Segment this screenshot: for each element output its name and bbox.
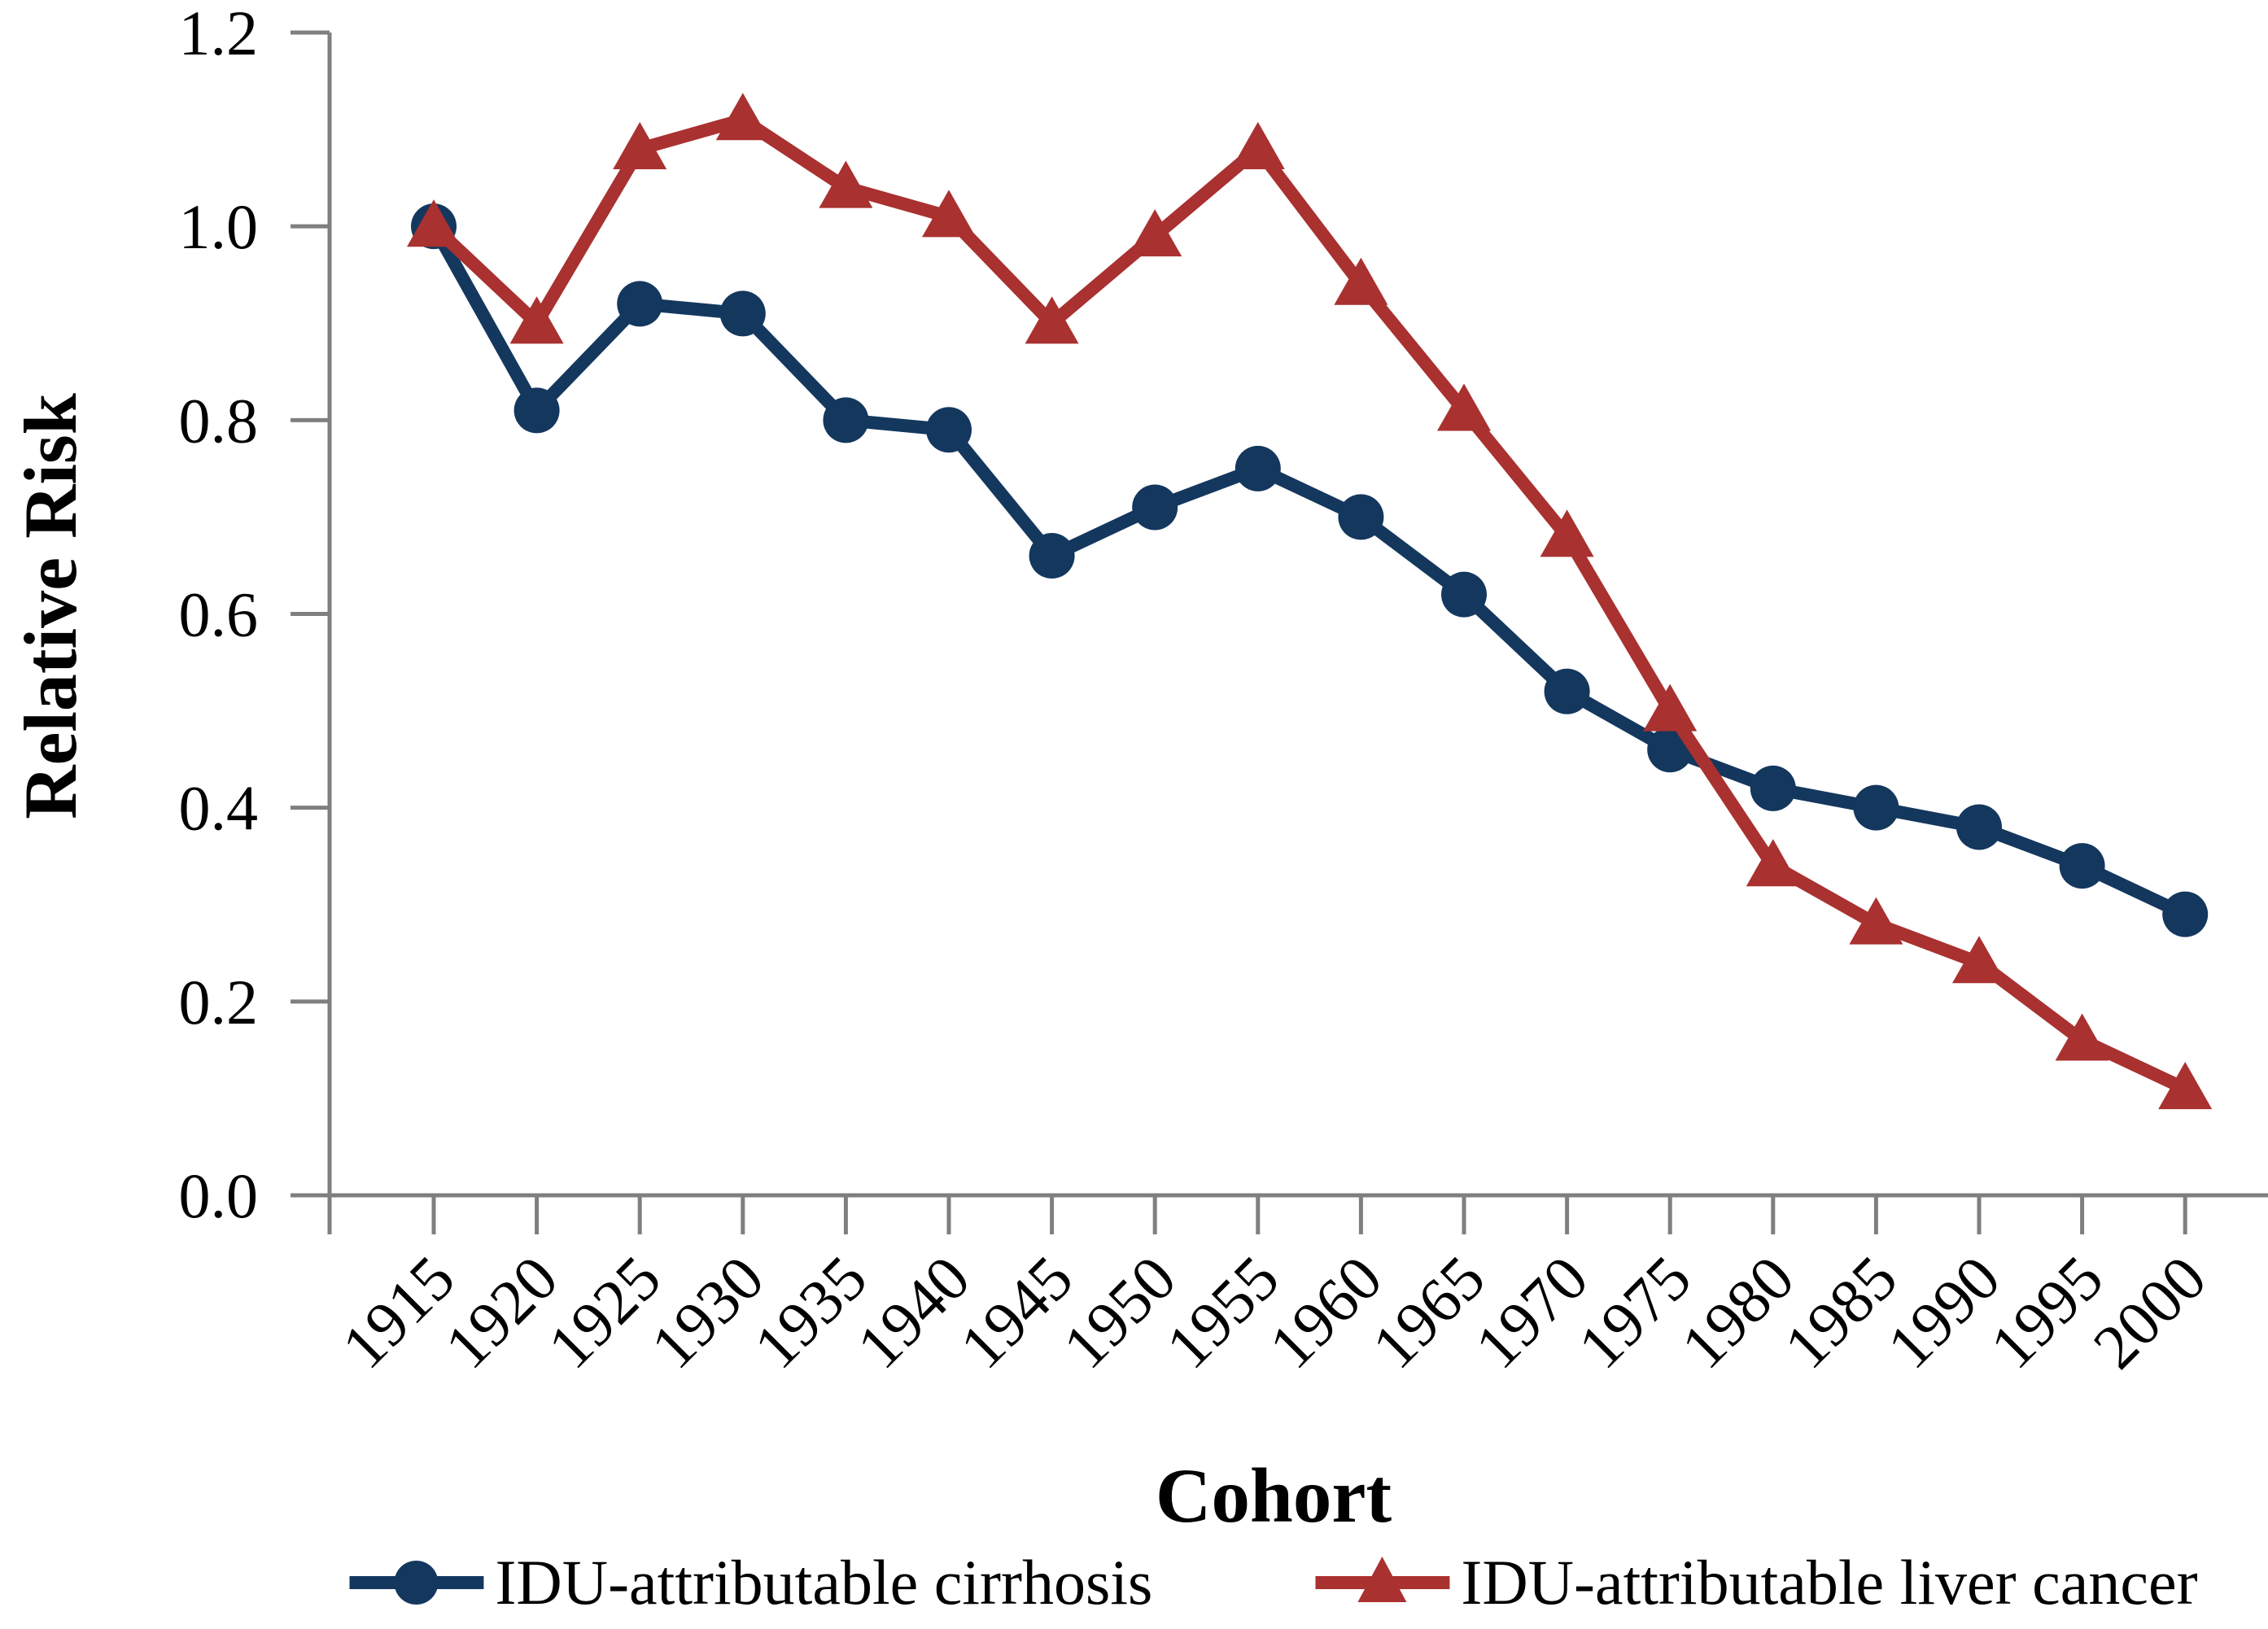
data-point-triangle <box>819 160 873 208</box>
data-point-circle <box>1956 804 2002 850</box>
y-tick-label: 0.0 <box>179 1160 259 1231</box>
x-tick-label: 1955 <box>1152 1242 1292 1382</box>
data-point-triangle <box>715 93 770 141</box>
x-tick-label: 1940 <box>843 1242 983 1382</box>
data-point-circle <box>1750 765 1796 811</box>
data-point-triangle <box>1128 209 1182 257</box>
y-tick-label: 0.8 <box>179 385 259 456</box>
data-point-triangle <box>2158 1062 2213 1110</box>
data-point-circle <box>926 407 972 453</box>
x-axis-title: Cohort <box>1155 1452 1392 1539</box>
liver-cancer-line-triangle-marker-icon <box>1315 1557 1450 1602</box>
x-tick-label: 1920 <box>431 1242 571 1382</box>
legend-item-liver-cancer: IDU-attributable liver cancer <box>1315 1547 2198 1618</box>
data-point-circle <box>1544 668 1590 714</box>
x-tick-label: 1930 <box>637 1242 777 1382</box>
series-line-1 <box>427 113 2192 1096</box>
legend-label-cirrhosis: IDU-attributable cirrhosis <box>495 1547 1153 1618</box>
data-point-triangle <box>1540 509 1594 557</box>
legend-label-liver-cancer: IDU-attributable liver cancer <box>1461 1547 2198 1618</box>
data-point-triangle <box>1230 121 1285 169</box>
data-point-circle <box>617 281 663 327</box>
x-tick-label: 1935 <box>741 1242 881 1382</box>
x-tick-label: 2000 <box>2079 1242 2219 1382</box>
y-tick-label: 1.0 <box>179 191 259 262</box>
x-tick-label: 1925 <box>534 1242 674 1382</box>
x-tick-label: 1985 <box>1771 1242 1911 1382</box>
x-tick-label: 1915 <box>328 1242 468 1382</box>
data-point-triangle <box>407 199 461 247</box>
y-tick-label: 0.2 <box>179 967 259 1037</box>
x-tick-label: 1970 <box>1462 1242 1602 1382</box>
data-point-triangle <box>1643 683 1698 732</box>
legend: IDU-attributable cirrhosis IDU-attributa… <box>349 1547 2198 1618</box>
data-point-circle <box>513 387 560 434</box>
data-point-triangle <box>509 296 564 344</box>
legend-item-cirrhosis: IDU-attributable cirrhosis <box>349 1550 1152 1615</box>
data-point-circle <box>1338 494 1384 540</box>
x-tick-label: 1990 <box>1873 1242 2013 1382</box>
x-tick-label: 1945 <box>946 1242 1086 1382</box>
y-tick-label: 0.6 <box>179 579 259 650</box>
x-tick-label: 1995 <box>1977 1242 2117 1382</box>
data-point-triangle <box>2055 1013 2109 1061</box>
y-tick-label: 1.2 <box>179 0 259 68</box>
data-point-circle <box>2059 843 2105 889</box>
data-point-triangle <box>613 121 667 169</box>
data-point-triangle <box>1746 839 1800 887</box>
y-axis-title: Relative Risk <box>9 393 92 819</box>
x-tick-label: 1960 <box>1256 1242 1396 1382</box>
data-point-circle <box>1235 445 1281 491</box>
data-point-circle <box>1441 571 1487 618</box>
data-point-circle <box>719 290 766 337</box>
y-tick-label: 0.4 <box>179 773 259 844</box>
x-tick-label: 1975 <box>1564 1242 1704 1382</box>
data-point-circle <box>1853 784 1899 831</box>
data-point-triangle <box>1849 897 1903 945</box>
series-line-0 <box>427 220 2192 921</box>
data-point-triangle <box>1334 257 1388 305</box>
cirrhosis-line-circle-marker-icon <box>349 1561 484 1605</box>
x-tick-label: 1965 <box>1358 1242 1498 1382</box>
x-tick-label: 1950 <box>1049 1242 1189 1382</box>
data-point-triangle <box>1437 383 1491 431</box>
data-point-triangle <box>1025 296 1079 344</box>
data-point-circle <box>1029 533 1075 579</box>
data-point-triangle <box>922 190 976 238</box>
data-point-circle <box>1132 484 1178 531</box>
data-point-circle <box>2162 891 2209 937</box>
data-point-circle <box>823 397 869 443</box>
data-point-triangle <box>1952 936 2006 984</box>
x-tick-label: 1980 <box>1667 1242 1807 1382</box>
